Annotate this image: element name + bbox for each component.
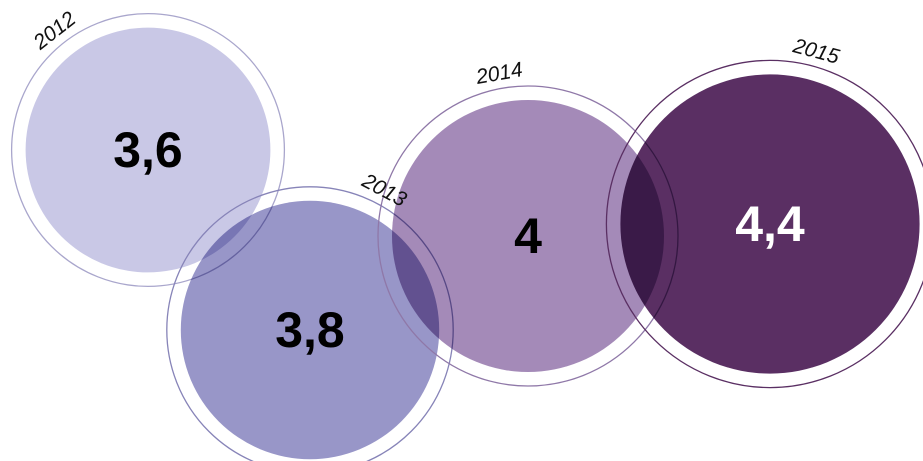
value-label: 3,6 [113,122,183,178]
year-label: 2012 [29,7,81,55]
bubble [180,200,440,460]
year-label: 2014 [473,58,524,89]
value-label: 4 [514,208,542,264]
year-label: 2013 [357,169,410,212]
bubble-ring [605,59,923,389]
year-label: 2015 [790,34,842,69]
value-label: 4,4 [735,196,805,252]
bubble [620,74,920,374]
bubbles [10,12,923,461]
bubble [25,27,271,273]
bubble-ring [10,12,286,288]
bubble [392,100,664,372]
value-label: 3,8 [275,302,345,358]
